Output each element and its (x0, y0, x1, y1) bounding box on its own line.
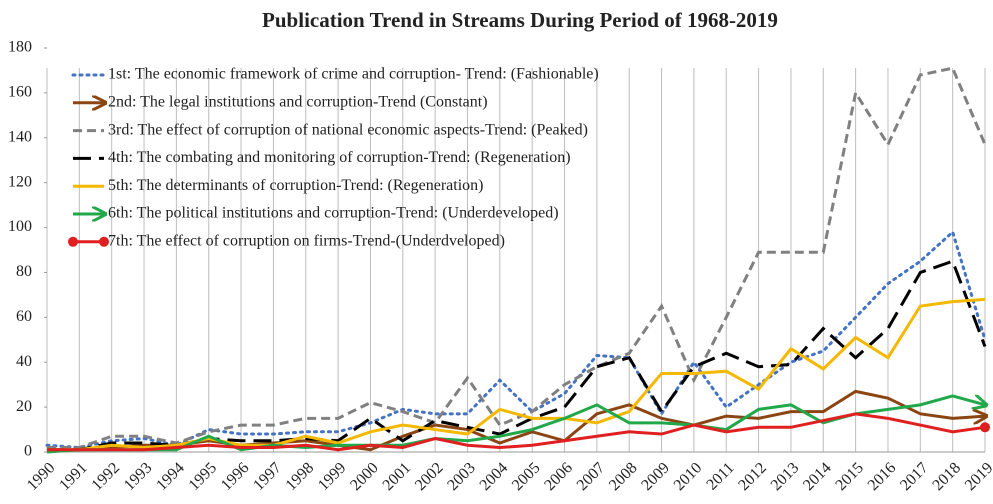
end-dot (980, 422, 990, 433)
chart-title: Publication Trend in Streams During Peri… (262, 8, 778, 32)
y-tick-label: 20 (16, 398, 32, 415)
x-tick-label: 2011 (703, 459, 737, 493)
series-line (46, 394, 985, 454)
legend-dot (68, 236, 78, 247)
y-tick-label: 140 (8, 128, 32, 145)
y-tick-label: 60 (16, 308, 32, 325)
x-tick-label: 2001 (380, 459, 415, 494)
x-tick-label: 2012 (735, 459, 770, 494)
legend-label: 2nd: The legal institutions and corrupti… (108, 93, 488, 110)
x-tick-label: 1998 (283, 459, 318, 494)
x-tick-label: 1995 (186, 459, 221, 494)
legend-label: 4th: The combating and monitoring of cor… (108, 149, 571, 166)
x-tick-label: 2017 (897, 459, 932, 494)
x-tick-label: 2010 (671, 459, 706, 494)
y-tick-label: 180 (8, 39, 32, 56)
legend-label: 6th: The political institutions and corr… (108, 205, 559, 222)
x-tick-label: 2018 (929, 459, 964, 494)
series-line (47, 259, 987, 452)
series-line (47, 412, 986, 452)
legend-label: 7th: The effect of corruption on firms-T… (108, 232, 505, 249)
x-tick-label: 2016 (865, 459, 900, 494)
x-tick-label: 2002 (412, 459, 447, 494)
x-tick-label: 2004 (477, 459, 512, 494)
x-tick-label: 2007 (574, 459, 609, 494)
series-line (47, 389, 985, 452)
x-tick-label: 2013 (768, 459, 803, 494)
x-tick-label: 1991 (56, 459, 91, 494)
y-tick-label: 80 (16, 263, 32, 280)
x-tick-label: 2008 (606, 459, 641, 494)
x-tick-label: 1990 (24, 459, 59, 494)
y-tick-label: 0 (24, 443, 32, 460)
x-tick-label: 1997 (250, 459, 285, 494)
legend-dot (99, 236, 109, 247)
series-line (47, 297, 986, 452)
series-line (47, 66, 987, 450)
x-tick-label: 2003 (444, 459, 479, 494)
x-tick-label: 2005 (509, 459, 544, 494)
x-tick-label: 2009 (638, 459, 673, 494)
legend-label: 3rd: The effect of corruption of nationa… (108, 121, 588, 138)
y-tick-label: 160 (8, 84, 32, 101)
legend-label: 5th: The determinants of corruption-Tren… (108, 177, 483, 194)
x-tick-label: 1996 (218, 459, 253, 494)
x-tick-label: 2000 (347, 459, 382, 494)
x-tick-label: 2006 (541, 459, 576, 494)
x-tick-label: 2019 (962, 459, 993, 494)
legend-label: 1st: The economic framework of crime and… (108, 66, 599, 83)
x-tick-label: 1999 (315, 459, 350, 494)
x-tick-label: 1993 (121, 459, 156, 494)
x-tick-label: 2015 (832, 459, 867, 494)
x-tick-label: 2014 (800, 459, 835, 494)
y-tick-label: 120 (8, 173, 32, 190)
y-tick-label: 40 (16, 353, 32, 370)
y-tick-label: 100 (8, 218, 32, 235)
x-tick-label: 1994 (153, 459, 188, 494)
x-tick-label: 1992 (88, 459, 123, 494)
